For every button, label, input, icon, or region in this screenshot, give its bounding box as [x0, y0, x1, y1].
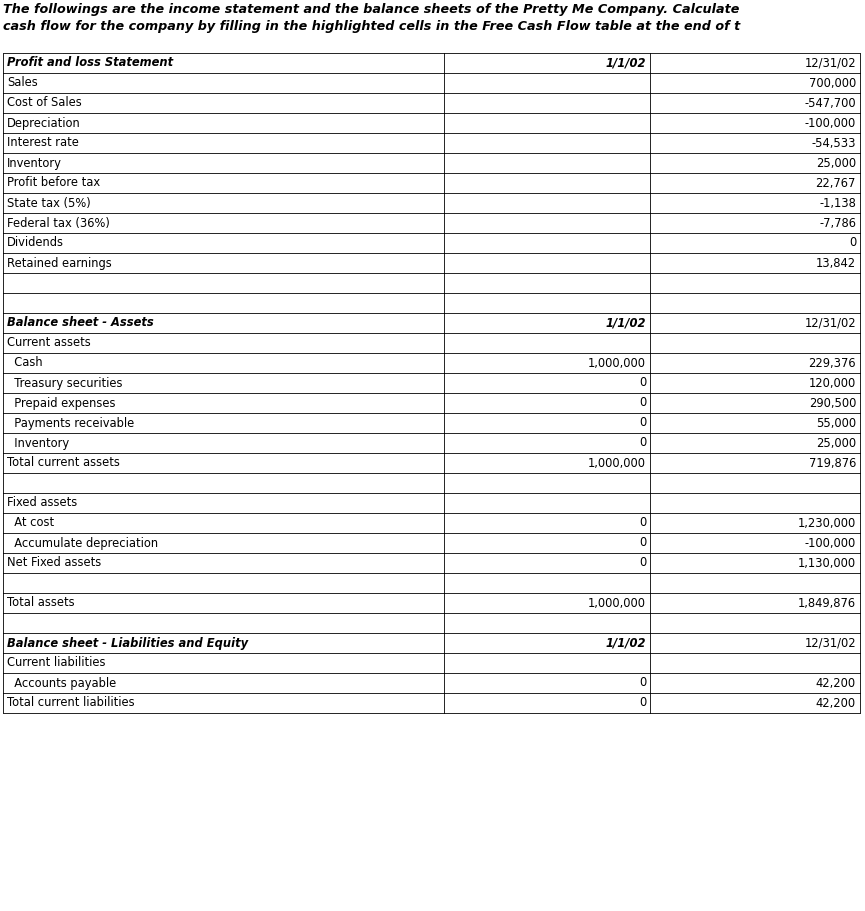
- Text: Cost of Sales: Cost of Sales: [7, 97, 82, 109]
- Text: Profit and loss Statement: Profit and loss Statement: [7, 56, 173, 69]
- Text: 25,000: 25,000: [816, 157, 856, 169]
- Text: 1/1/02: 1/1/02: [606, 637, 646, 650]
- Text: 12/31/02: 12/31/02: [804, 56, 856, 69]
- Text: Net Fixed assets: Net Fixed assets: [7, 557, 101, 569]
- Text: 42,200: 42,200: [816, 697, 856, 710]
- Text: Total assets: Total assets: [7, 597, 74, 609]
- Text: 0: 0: [638, 416, 646, 429]
- Text: cash flow for the company by filling in the highlighted cells in the Free Cash F: cash flow for the company by filling in …: [3, 20, 740, 33]
- Text: Treasury securities: Treasury securities: [7, 376, 123, 390]
- Text: Current assets: Current assets: [7, 336, 91, 350]
- Text: 12/31/02: 12/31/02: [804, 316, 856, 330]
- Text: -54,533: -54,533: [811, 137, 856, 149]
- Text: -1,138: -1,138: [819, 197, 856, 210]
- Text: Current liabilities: Current liabilities: [7, 657, 106, 670]
- Text: State tax (5%): State tax (5%): [7, 197, 91, 210]
- Text: Sales: Sales: [7, 77, 38, 89]
- Text: 1/1/02: 1/1/02: [606, 316, 646, 330]
- Text: -547,700: -547,700: [804, 97, 856, 109]
- Text: 42,200: 42,200: [816, 677, 856, 690]
- Text: Accumulate depreciation: Accumulate depreciation: [7, 537, 158, 549]
- Text: Federal tax (36%): Federal tax (36%): [7, 217, 110, 230]
- Text: 1,130,000: 1,130,000: [798, 557, 856, 569]
- Text: 719,876: 719,876: [809, 456, 856, 469]
- Text: 1,230,000: 1,230,000: [798, 517, 856, 529]
- Text: Inventory: Inventory: [7, 436, 69, 449]
- Text: The followings are the income statement and the balance sheets of the Pretty Me : The followings are the income statement …: [3, 3, 740, 16]
- Text: 0: 0: [638, 376, 646, 390]
- Text: 12/31/02: 12/31/02: [804, 637, 856, 650]
- Text: At cost: At cost: [7, 517, 54, 529]
- Text: 0: 0: [638, 677, 646, 690]
- Text: 1,000,000: 1,000,000: [588, 597, 646, 609]
- Text: Fixed assets: Fixed assets: [7, 496, 77, 509]
- Text: Accounts payable: Accounts payable: [7, 677, 116, 690]
- Text: 25,000: 25,000: [816, 436, 856, 449]
- Text: 0: 0: [638, 396, 646, 410]
- Text: 55,000: 55,000: [816, 416, 856, 429]
- Text: -100,000: -100,000: [804, 537, 856, 549]
- Text: 22,767: 22,767: [816, 177, 856, 189]
- Text: Depreciation: Depreciation: [7, 117, 80, 129]
- Text: 0: 0: [638, 697, 646, 710]
- Text: 0: 0: [849, 237, 856, 250]
- Text: -100,000: -100,000: [804, 117, 856, 129]
- Text: Retained earnings: Retained earnings: [7, 257, 112, 270]
- Text: -7,786: -7,786: [819, 217, 856, 230]
- Text: 0: 0: [638, 557, 646, 569]
- Text: Total current assets: Total current assets: [7, 456, 120, 469]
- Text: Payments receivable: Payments receivable: [7, 416, 134, 429]
- Text: Balance sheet - Assets: Balance sheet - Assets: [7, 316, 154, 330]
- Text: 229,376: 229,376: [809, 356, 856, 370]
- Text: 120,000: 120,000: [809, 376, 856, 390]
- Text: 0: 0: [638, 517, 646, 529]
- Text: Interest rate: Interest rate: [7, 137, 79, 149]
- Text: 290,500: 290,500: [809, 396, 856, 410]
- Text: Balance sheet - Liabilities and Equity: Balance sheet - Liabilities and Equity: [7, 637, 248, 650]
- Text: 0: 0: [638, 537, 646, 549]
- Text: 1,000,000: 1,000,000: [588, 456, 646, 469]
- Text: Prepaid expenses: Prepaid expenses: [7, 396, 116, 410]
- Text: 1/1/02: 1/1/02: [606, 56, 646, 69]
- Text: Cash: Cash: [7, 356, 42, 370]
- Text: Inventory: Inventory: [7, 157, 62, 169]
- Text: 1,849,876: 1,849,876: [798, 597, 856, 609]
- Text: Profit before tax: Profit before tax: [7, 177, 100, 189]
- Text: 0: 0: [638, 436, 646, 449]
- Text: Dividends: Dividends: [7, 237, 64, 250]
- Text: 13,842: 13,842: [816, 257, 856, 270]
- Text: Total current liabilities: Total current liabilities: [7, 697, 135, 710]
- Text: 700,000: 700,000: [809, 77, 856, 89]
- Text: 1,000,000: 1,000,000: [588, 356, 646, 370]
